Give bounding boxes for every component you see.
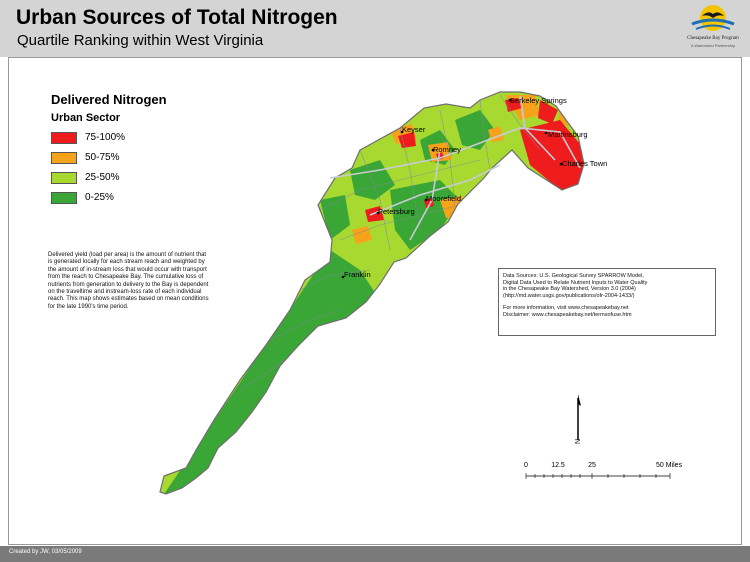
place-label-franklin: Franklin <box>344 270 371 279</box>
logo-graphic <box>691 5 735 31</box>
town-dot-martinsburg <box>544 131 548 135</box>
legend-label: 50-75% <box>85 152 120 163</box>
data-sources-line: Data Sources: U.S. Geological Survey SPA… <box>503 273 644 279</box>
map-frame <box>8 57 742 545</box>
place-label-petersburg: Petersburg <box>378 207 415 216</box>
place-label-berkeley-springs: Berkeley Springs <box>510 96 567 105</box>
scale-tick-label: 12.5 <box>551 462 565 469</box>
place-label-charles-town: Charles Town <box>562 159 607 168</box>
place-label-keyser: Keyser <box>402 125 426 134</box>
footer-bar: Created by JW, 03/05/2009 <box>0 546 750 562</box>
town-dot-keyser <box>400 130 404 134</box>
town-markers <box>341 98 563 279</box>
data-sources-line: (http://md.water.usgs.gov/publications/o… <box>503 292 635 299</box>
chesapeake-bay-program-logo: Chesapeake Bay Program A Watershed Partn… <box>678 2 748 54</box>
state-boundary <box>159 91 585 495</box>
explanation-text: Delivered yield (load per area) is the a… <box>48 252 209 310</box>
north-label: N <box>575 439 582 444</box>
town-dot-berkeley-springs <box>508 98 512 102</box>
town-dot-romney <box>431 148 435 152</box>
legend-subtitle: Urban Sector <box>51 112 121 124</box>
scale-tick-label: 50 Miles <box>656 462 683 469</box>
logo-tagline: A Watershed Partnership <box>690 43 736 48</box>
town-dot-moorefield <box>424 198 428 202</box>
legend-swatch-red <box>51 132 77 144</box>
credit-text: Created by JW, 03/05/2009 <box>9 549 82 555</box>
data-sources-line: Digital Data Used to Relate Nutrient Inp… <box>503 279 648 286</box>
legend-label: 0-25% <box>85 192 114 203</box>
data-sources-box: Data Sources: U.S. Geological Survey SPA… <box>498 268 716 336</box>
legend-swatch-dark-green <box>51 192 77 204</box>
legend-swatch-light-green <box>51 172 77 184</box>
map-title: Urban Sources of Total Nitrogen <box>16 6 338 29</box>
legend-label: 25-50% <box>85 172 120 183</box>
town-dot-petersburg <box>376 211 380 215</box>
scale-ticks <box>525 473 671 479</box>
scale-tick-label: 25 <box>588 462 596 469</box>
north-arrow: N <box>575 394 582 444</box>
place-label-martinsburg: Martinsburg <box>548 130 588 139</box>
town-dot-franklin <box>341 275 345 279</box>
legend-title: Delivered Nitrogen <box>51 92 167 107</box>
north-arrow-head <box>578 394 581 406</box>
disclaimer-line: Disclaimer: www.chesapeakebay.net/termso… <box>503 311 632 318</box>
legend-swatch-orange <box>51 152 77 164</box>
roads <box>329 95 581 241</box>
header-bar: Urban Sources of Total Nitrogen Quartile… <box>0 0 750 57</box>
town-dot-charles-town <box>559 162 563 166</box>
map-subtitle: Quartile Ranking within West Virginia <box>17 32 264 49</box>
data-sources-line: in the Chesapeake Bay Watershed, Version… <box>503 286 636 293</box>
place-label-moorefield: Moorefield <box>426 194 461 203</box>
place-label-romney: Romney <box>433 145 461 154</box>
logo-text: Chesapeake Bay Program <box>687 36 739 41</box>
legend-label: 75-100% <box>85 132 126 143</box>
scale-bar: 0 12.5 25 50 Miles <box>524 462 683 479</box>
more-info-line: For more information, visit www.chesapea… <box>503 305 629 312</box>
scale-tick-label: 0 <box>524 462 528 469</box>
